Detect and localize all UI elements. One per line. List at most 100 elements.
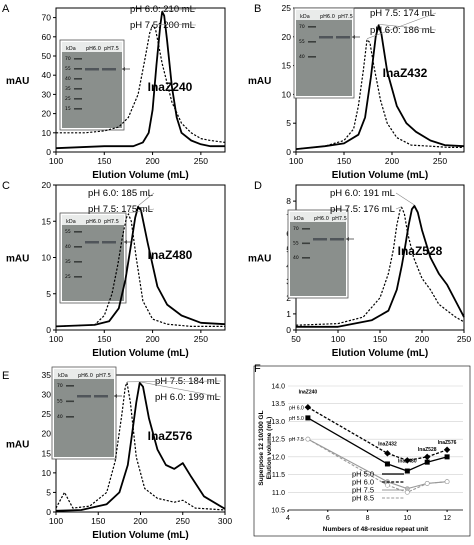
band-arrowhead [122, 67, 125, 71]
peak-annotation: pH 6.0: 210 mL [130, 4, 195, 15]
panel-letter: E [2, 370, 9, 382]
x-tick-label: 200 [415, 334, 429, 344]
marker-label: 40 [65, 76, 71, 82]
y-tick-label: 5 [46, 487, 51, 497]
ladder-band [74, 276, 82, 278]
construct-label: InaZ432 [378, 441, 397, 447]
gel-inset: kDa pH6.0 pH7.5 55 40 35 25 [59, 212, 132, 304]
sample-band [85, 68, 99, 71]
data-point [444, 454, 450, 460]
x-tick-label: 200 [385, 156, 399, 166]
y-tick-label: 11.5 [272, 472, 285, 479]
construct-label: InaZ240 [299, 389, 318, 395]
y-tick-label: 13.0 [271, 419, 285, 426]
sample-band [319, 36, 333, 39]
ladder-band [302, 242, 310, 245]
marker-label: 70 [293, 226, 299, 232]
marker-label: 55 [65, 229, 71, 235]
x-tick-label: 250 [457, 334, 471, 344]
gel-inset: kDa pH6.0 pH7.5 70 55 40 35 25 15 [59, 39, 130, 131]
x-tick-label: 150 [337, 156, 351, 166]
data-point [424, 459, 430, 465]
y-tick-label: 15 [42, 216, 52, 226]
gel-header [54, 369, 114, 379]
band-arrowhead [114, 394, 117, 398]
panel-letter: D [254, 180, 262, 192]
peak-annotation: pH 7.5: 174 mL [370, 8, 435, 19]
series-line-ph75 [55, 382, 226, 511]
x-tick-label: 250 [194, 334, 208, 344]
gel-kda-label: kDa [300, 14, 310, 20]
peak-annotation: pH 6.0: 185 mL [88, 188, 153, 199]
marker-label: 55 [293, 241, 299, 247]
data-point [385, 482, 390, 488]
gel-lane-label: pH7.5 [104, 219, 119, 225]
y-tick-label: 10 [42, 468, 52, 478]
annotation-pointer [378, 23, 437, 31]
gel-image [296, 10, 352, 96]
y-tick-label: 11.0 [272, 490, 285, 497]
ladder-band [66, 400, 74, 403]
y-tick-label: 12.0 [271, 454, 285, 461]
marker-label: 70 [65, 56, 71, 62]
marker-label: 40 [57, 414, 63, 420]
y-tick-label: 20 [42, 429, 52, 439]
annotation-pointer [152, 23, 197, 26]
sample-band [85, 241, 99, 244]
x-tick-label: 150 [373, 334, 387, 344]
y-tick-label: 0 [46, 325, 51, 335]
panel-b: B 100 150 200 250 0 5 10 15 20 25 mAU Elution Volume… [248, 3, 465, 181]
gel-header [62, 42, 122, 52]
gel-lane-label: pH6.0 [86, 219, 101, 225]
data-point [384, 461, 390, 467]
y-tick-label: 8 [286, 196, 291, 206]
x-tick-label: 250 [194, 156, 208, 166]
y-tick-label: 20 [282, 32, 292, 42]
y-tick-label: 0 [286, 325, 291, 335]
y-tick-label: 10 [282, 89, 292, 99]
ladder-band [74, 246, 82, 248]
construct-name: InaZ528 [398, 244, 443, 258]
sample-band [313, 238, 327, 241]
y-tick-label: 70 [42, 13, 52, 23]
panel-f: F 10.5 11.0 11.5 12.0 12.5 13.0 13.5 14.0 4 6 8 10 12… [253, 363, 471, 537]
construct-label: InaZ528 [418, 447, 437, 453]
y-tick-label: 60 [42, 32, 52, 42]
sample-band [336, 36, 350, 39]
y-tick-label: 5 [46, 289, 51, 299]
y-axis-label: mAU [248, 76, 271, 87]
y-tick-label: 30 [42, 89, 52, 99]
panel-letter: C [2, 180, 10, 192]
x-tick-label: 10 [403, 515, 411, 522]
marker-label: 40 [65, 244, 71, 250]
gel-image [54, 369, 114, 457]
y-tick-label: 20 [42, 109, 52, 119]
x-tick-label: 250 [176, 516, 190, 526]
peak-annotation: pH 7.5: 176 mL [330, 204, 395, 215]
x-tick-label: 300 [218, 516, 232, 526]
data-point [404, 489, 410, 495]
y-tick-label: 0 [46, 507, 51, 517]
x-axis-label: Elution Volume (mL) [92, 530, 188, 540]
gel-image [290, 212, 346, 296]
peak-annotation: pH 6.0: 186 mL [370, 25, 435, 36]
gel-header [296, 10, 352, 20]
panel-letter: A [2, 3, 10, 15]
panel-letter: B [254, 3, 261, 15]
gel-lane-label: pH6.0 [320, 14, 335, 20]
annotation-pointer [137, 192, 155, 206]
gel-image [62, 215, 124, 301]
gel-image [62, 42, 122, 128]
x-tick-label: 6 [326, 515, 330, 522]
sample-band [330, 238, 344, 241]
ladder-band [74, 68, 82, 70]
ladder-band [74, 231, 82, 233]
panel-d: D50100150200250012345678mAUElution Volum… [248, 180, 471, 359]
y-tick-label: 25 [42, 409, 52, 419]
construct-label: InaZ480 [398, 458, 417, 464]
ladder-band [302, 257, 310, 259]
x-axis-label: Elution Volume (mL) [92, 348, 188, 359]
y-axis-label: mAU [6, 76, 29, 87]
y-tick-label: 12.5 [271, 437, 285, 444]
